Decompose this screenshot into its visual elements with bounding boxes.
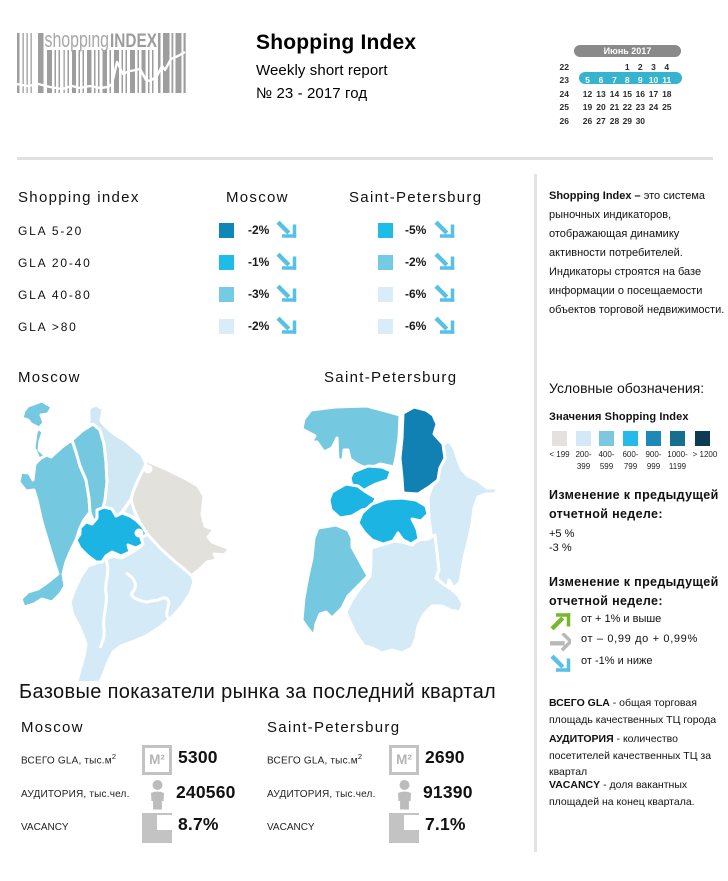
svg-text:INDEX: INDEX [110,33,157,52]
svg-text:shopping: shopping [45,33,110,52]
